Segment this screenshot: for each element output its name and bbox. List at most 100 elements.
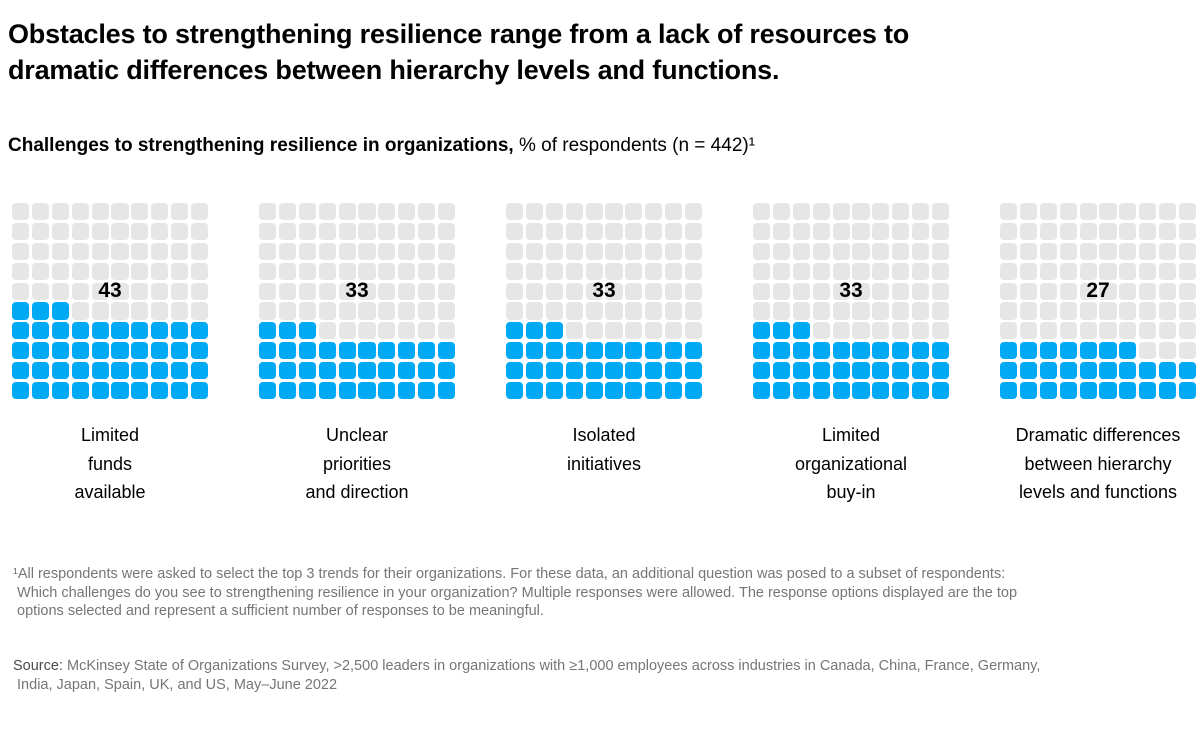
waffle-cell-empty bbox=[753, 302, 771, 320]
waffle-cell-empty bbox=[625, 322, 643, 340]
waffle-cell-empty bbox=[358, 302, 376, 320]
waffle-cell-filled bbox=[1119, 342, 1137, 360]
waffle-cell-empty bbox=[151, 242, 169, 260]
waffle-cell-empty bbox=[792, 203, 810, 221]
waffle-cell-filled bbox=[772, 362, 791, 380]
waffle-cell-empty bbox=[259, 262, 277, 280]
waffle-cell-empty bbox=[190, 222, 209, 241]
waffle-cell-empty bbox=[338, 302, 356, 320]
waffle-cell-filled bbox=[190, 322, 209, 340]
waffle-cell-empty bbox=[1119, 302, 1137, 320]
waffle-cell-empty bbox=[892, 322, 910, 340]
waffle-cell-filled bbox=[585, 381, 603, 400]
waffle-cell-filled bbox=[259, 322, 277, 340]
waffle-cell-filled bbox=[12, 342, 30, 360]
waffle-cell-empty bbox=[151, 262, 169, 280]
waffle-cell-filled bbox=[358, 381, 376, 400]
waffle-cell-empty bbox=[872, 302, 890, 320]
waffle-cell-empty bbox=[378, 242, 396, 260]
waffle-cell-empty bbox=[398, 322, 416, 340]
waffle-cell-empty bbox=[298, 302, 316, 320]
waffle-cell-filled bbox=[31, 302, 50, 320]
waffle-cell-filled bbox=[12, 362, 30, 380]
waffle-cell-empty bbox=[1159, 242, 1177, 260]
waffle-cell-empty bbox=[358, 242, 376, 260]
waffle-cell-empty bbox=[852, 302, 870, 320]
waffle-cell-empty bbox=[358, 222, 376, 241]
waffle-cell-filled bbox=[91, 322, 109, 340]
waffle-cell-empty bbox=[812, 203, 830, 221]
waffle-cell-filled bbox=[51, 322, 69, 340]
waffle-cell-filled bbox=[1139, 362, 1157, 380]
waffle-cell-empty bbox=[378, 262, 396, 280]
waffle-cell-empty bbox=[131, 222, 149, 241]
waffle-cell-filled bbox=[437, 362, 456, 380]
waffle-cell-filled bbox=[418, 381, 436, 400]
waffle-cell-filled bbox=[1079, 381, 1097, 400]
waffle-cell-empty bbox=[1159, 322, 1177, 340]
waffle-cell-filled bbox=[12, 381, 30, 400]
waffle-cell-filled bbox=[585, 362, 603, 380]
waffle-cell-empty bbox=[792, 302, 810, 320]
waffle-cell-empty bbox=[772, 222, 791, 241]
waffle-cell-empty bbox=[605, 282, 623, 300]
waffle-cell-empty bbox=[665, 262, 683, 280]
waffle-cell-empty bbox=[1139, 322, 1157, 340]
waffle-cell-filled bbox=[792, 362, 810, 380]
waffle-cell-empty bbox=[585, 203, 603, 221]
waffle-cell-empty bbox=[931, 322, 950, 340]
waffle-cell-empty bbox=[1159, 302, 1177, 320]
waffle-cell-filled bbox=[358, 362, 376, 380]
waffle-cell-empty bbox=[151, 203, 169, 221]
waffle-cell-empty bbox=[418, 302, 436, 320]
waffle-cell-empty bbox=[358, 203, 376, 221]
waffle-cell-empty bbox=[931, 262, 950, 280]
category-label: Unclear priorities and direction bbox=[305, 425, 409, 503]
waffle-cell-empty bbox=[378, 203, 396, 221]
waffle-cell-empty bbox=[111, 262, 129, 280]
waffle-cell-empty bbox=[418, 222, 436, 241]
waffle-cell-filled bbox=[565, 342, 583, 360]
waffle-cell-empty bbox=[91, 242, 109, 260]
waffle-cell-filled bbox=[1000, 362, 1018, 380]
waffle-cell-empty bbox=[931, 242, 950, 260]
waffle-cell-filled bbox=[545, 381, 563, 400]
waffle-cell-empty bbox=[437, 282, 456, 300]
waffle-cell-empty bbox=[812, 322, 830, 340]
waffle-grid: 33 bbox=[506, 203, 703, 400]
waffle-cell-empty bbox=[852, 242, 870, 260]
waffle-cell-filled bbox=[171, 381, 189, 400]
waffle-cell-empty bbox=[912, 203, 930, 221]
waffle-cell-empty bbox=[565, 302, 583, 320]
waffle-cell-empty bbox=[525, 282, 544, 300]
waffle-cell-filled bbox=[378, 342, 396, 360]
chart-subtitle: Challenges to strengthening resilience i… bbox=[8, 134, 1190, 158]
waffle-cell-empty bbox=[684, 242, 703, 260]
waffle-cell-empty bbox=[852, 262, 870, 280]
footnote-text: ¹All respondents were asked to select th… bbox=[13, 566, 1018, 620]
waffle-cell-filled bbox=[1079, 342, 1097, 360]
waffle-cell-empty bbox=[298, 262, 316, 280]
waffle-cell-filled bbox=[318, 362, 336, 380]
waffle-cell-empty bbox=[1099, 203, 1117, 221]
waffle-cell-filled bbox=[398, 381, 416, 400]
waffle-cell-empty bbox=[259, 282, 277, 300]
waffle-cell-filled bbox=[278, 362, 297, 380]
waffle-cell-empty bbox=[1139, 203, 1157, 221]
waffle-cell-filled bbox=[792, 322, 810, 340]
waffle-cell-empty bbox=[525, 242, 544, 260]
waffle-cell-empty bbox=[418, 282, 436, 300]
waffle-cell-empty bbox=[398, 242, 416, 260]
waffle-cell-empty bbox=[1099, 302, 1117, 320]
waffle-cell-empty bbox=[625, 302, 643, 320]
waffle-cell-empty bbox=[437, 322, 456, 340]
waffle-cell-empty bbox=[278, 262, 297, 280]
waffle-cell-filled bbox=[645, 342, 663, 360]
waffle-cell-filled bbox=[852, 381, 870, 400]
waffle-cell-filled bbox=[525, 342, 544, 360]
waffle-cell-filled bbox=[1099, 362, 1117, 380]
waffle-cell-empty bbox=[892, 203, 910, 221]
waffle-cell-filled bbox=[338, 362, 356, 380]
waffle-cell-empty bbox=[71, 242, 89, 260]
waffle-cell-empty bbox=[565, 282, 583, 300]
